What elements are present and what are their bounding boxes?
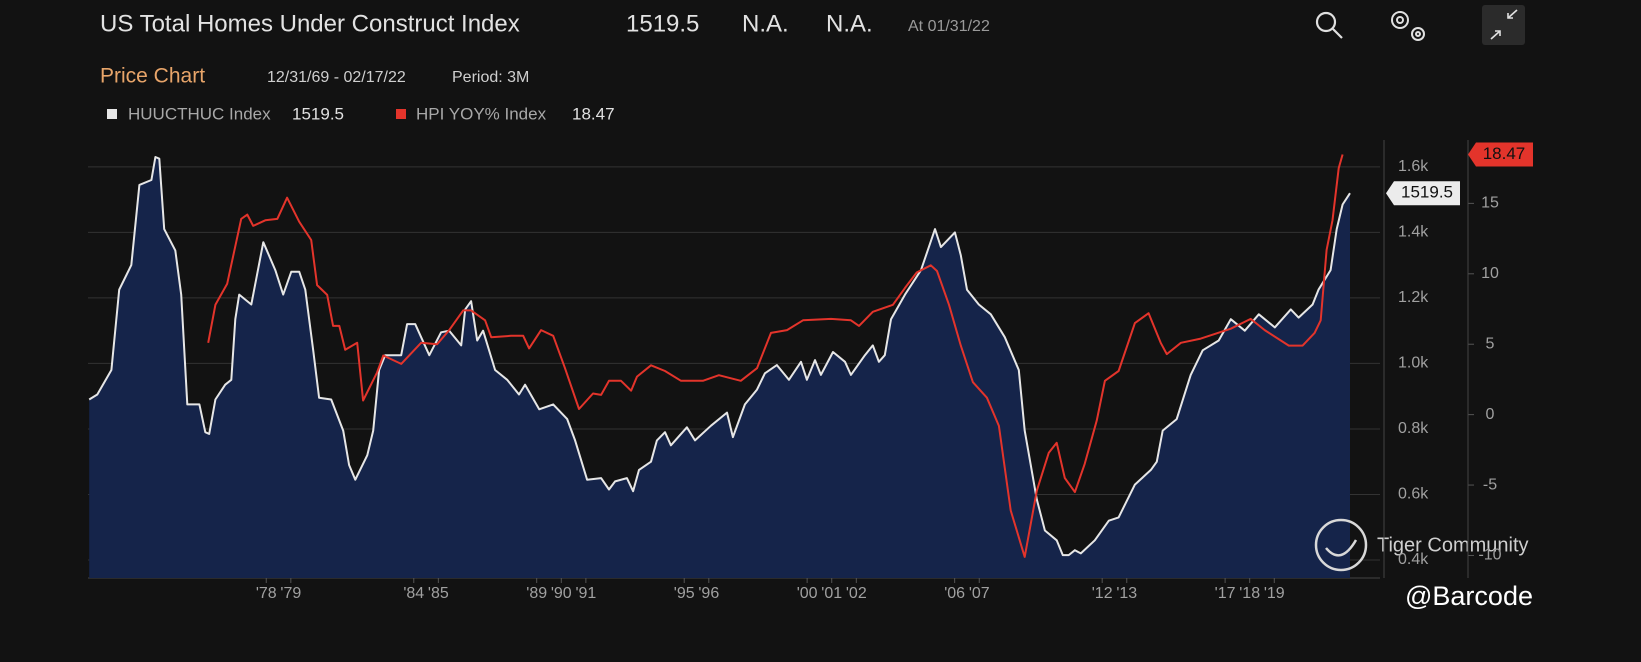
area (89, 157, 1351, 578)
y2-tick-label: 5 (1486, 335, 1495, 352)
as-of: At 01/31/22 (908, 18, 990, 35)
y-tick-label: 0.6k (1398, 486, 1429, 503)
x-tick-label: '89 (526, 585, 547, 602)
change: N.A. (742, 10, 789, 37)
x-tick-label: '12 (1092, 585, 1113, 602)
panel-title: Price Chart (100, 65, 205, 88)
watermark-logo (1314, 518, 1368, 572)
period: Period: 3M (452, 69, 529, 86)
date-range: 12/31/69 - 02/17/22 (267, 69, 406, 86)
legend-value: 18.47 (572, 104, 615, 123)
x-tick-label: '18 (1239, 585, 1260, 602)
x-tick-label: '02 (846, 585, 867, 602)
x-tick-label: '95 (674, 585, 695, 602)
legend-label: HPI YOY% Index (416, 104, 547, 123)
watermark-handle: @Barcode (1405, 581, 1533, 611)
x-tick-label: '17 (1215, 585, 1236, 602)
x-tick-label: '78 (256, 585, 277, 602)
y-tick-label: 1.0k (1398, 355, 1429, 372)
search-icon[interactable] (1315, 11, 1343, 39)
y2-tick-label: 0 (1486, 406, 1495, 423)
y2-tick-label: 15 (1481, 195, 1499, 212)
x-tick-label: '19 (1264, 585, 1285, 602)
x-tick-label: '84 (403, 585, 424, 602)
last-value-label: 1519.5 (1401, 183, 1453, 202)
legend-swatch (107, 109, 117, 119)
x-tick-label: '06 (944, 585, 965, 602)
y-tick-label: 1.2k (1398, 289, 1429, 306)
y-tick-label: 0.4k (1398, 551, 1429, 568)
line (88, 156, 1351, 557)
x-tick-label: '00 (797, 585, 818, 602)
last-value-flag (1468, 142, 1533, 167)
x-tick-label: '90 (551, 585, 572, 602)
x-tick-label: '96 (698, 585, 719, 602)
y-tick-label: 1.6k (1398, 158, 1429, 175)
x-tick-label: '85 (428, 585, 449, 602)
pct-change: N.A. (826, 10, 873, 37)
chart-title: US Total Homes Under Construct Index (100, 10, 520, 37)
watermark-text: Tiger Community (1377, 534, 1529, 556)
line (207, 154, 1344, 558)
plot-area (88, 154, 1380, 579)
y2-tick-label: 10 (1481, 265, 1499, 282)
last-value-flag (1386, 181, 1460, 206)
x-tick-label: '07 (969, 585, 990, 602)
last-value: 1519.5 (626, 10, 699, 37)
settings-icon[interactable] (1391, 11, 1425, 41)
x-tick-label: '01 (821, 585, 842, 602)
x-tick-label: '13 (1116, 585, 1137, 602)
y2-tick-label: -5 (1483, 476, 1497, 493)
x-tick-label: '91 (575, 585, 596, 602)
y2-tick-label: -10 (1478, 547, 1501, 564)
y-tick-label: 0.8k (1398, 420, 1429, 437)
legend-value: 1519.5 (292, 104, 344, 123)
y-tick-label: 1.4k (1398, 224, 1429, 241)
last-value-label: 18.47 (1483, 144, 1526, 163)
collapse-button[interactable] (1482, 5, 1525, 45)
x-tick-label: '79 (280, 585, 301, 602)
legend-swatch (396, 109, 406, 119)
legend-label: HUUCTHUC Index (128, 104, 271, 123)
